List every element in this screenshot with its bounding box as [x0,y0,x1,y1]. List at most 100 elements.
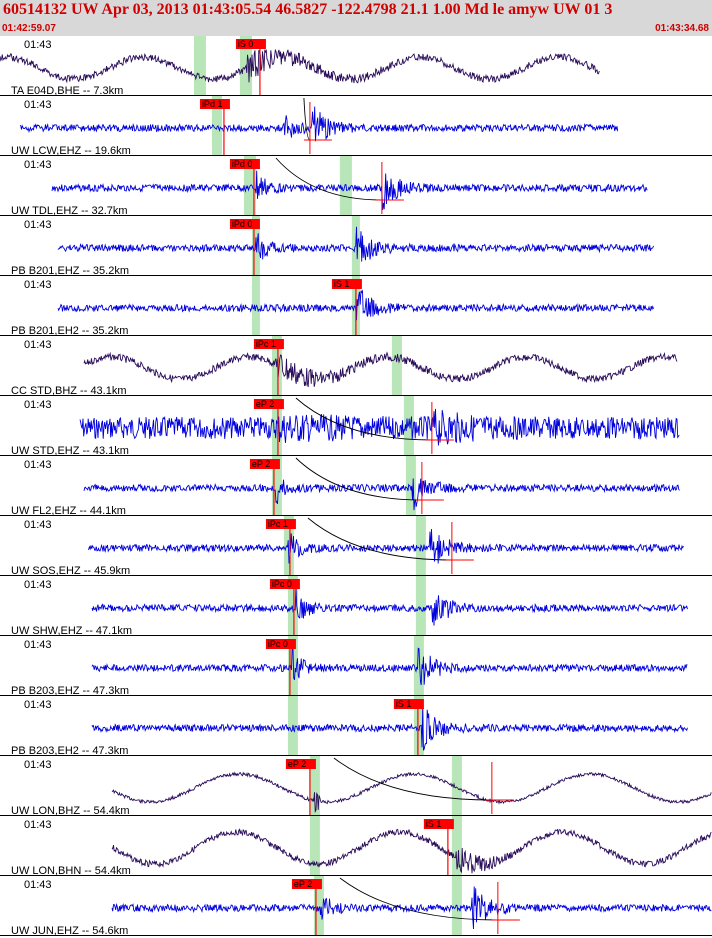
station-label: PB B203,EHZ -- 47.3km [11,685,129,697]
station-label: PB B203,EH2 -- 47.3km [11,745,128,757]
pick-flag [423,819,454,829]
waveform-line [87,528,684,564]
time-tick-label: 01:43 [24,639,52,651]
waveform-line [91,587,688,626]
time-tick-label: 01:43 [24,39,52,51]
trace-row: iS 1 01:43 PB B201,EH2 -- 35.2km [0,276,712,337]
time-tick-label: 01:43 [24,339,52,351]
pick-window [451,756,462,816]
pick-window [271,456,282,516]
pick-window [405,456,416,516]
moveout-curve [339,877,498,921]
pick-flag [253,339,284,349]
station-label: UW JUN,EHZ -- 54.6km [11,925,128,937]
pick-window [283,516,294,576]
pick-label: iPd 0 [232,159,253,169]
moveout-curve [295,457,422,501]
station-label: UW LON,BHN -- 54.4km [11,865,131,877]
trace-row: iPc 0 01:43 UW SHW,EHZ -- 47.1km [0,576,712,637]
waveform-line [19,106,619,142]
pick-flag [249,459,280,469]
pick-label: iPc 0 [268,639,288,649]
station-label: PB B201,EHZ -- 35.2km [11,265,129,277]
pick-window [193,36,206,96]
pick-flag [331,279,362,289]
pick-window [309,756,320,816]
pick-label: eP 2 [288,759,306,769]
trace-row: iS 1 01:43 PB B203,EH2 -- 47.3km [0,696,712,757]
pick-flag [253,399,284,409]
time-tick-label: 01:43 [24,879,52,891]
pick-window [287,636,298,696]
time-tick-label: 01:43 [24,99,52,111]
pick-flag [265,639,296,649]
pick-label: iPc 1 [256,339,276,349]
trace-row: iPd 0 01:43 UW TDL,EHZ -- 32.7km [0,156,712,217]
pick-window [211,96,222,156]
waveform-line [79,408,680,446]
trace-row: eP 2 01:43 UW LON,BHZ -- 54.4km [0,756,712,817]
time-tick-label: 01:43 [24,459,52,471]
pick-label: iPc 1 [268,519,288,529]
station-label: UW FL2,EHZ -- 44.1km [11,505,126,517]
pick-flag [229,219,260,229]
waveform-line [91,645,688,686]
moveout-curve [307,517,452,561]
trace-row: iPc 1 01:43 CC STD,BHZ -- 43.1km [0,336,712,397]
station-label: TA E04D,BHE -- 7.3km [11,85,123,97]
trace-row: eP 2 01:43 UW JUN,EHZ -- 54.6km [0,876,712,937]
station-label: UW SHW,EHZ -- 47.1km [11,625,132,637]
pick-window [413,636,424,696]
waveform-line [83,351,678,388]
station-label: CC STD,BHZ -- 43.1km [11,385,127,397]
pick-label: iS 0 [238,39,254,49]
pick-window [251,216,260,276]
pick-flag [285,759,316,769]
time-tick-label: 01:43 [24,579,52,591]
waveform-line [91,708,688,751]
pick-flag [269,579,300,589]
pick-window [309,816,320,876]
pick-label: eP 2 [256,399,274,409]
station-label: UW LCW,EHZ -- 19.6km [11,145,131,157]
waveform-line [111,828,712,874]
pick-flag [265,519,296,529]
pick-label: iS 1 [426,819,442,829]
pick-flag [291,879,322,889]
pick-label: iS 1 [334,279,350,289]
pick-window [415,576,426,636]
station-label: UW TDL,EHZ -- 32.7km [11,205,128,217]
pick-window [287,576,298,636]
pick-label: eP 2 [294,879,312,889]
pick-window [403,396,414,456]
moveout-curve [295,397,432,441]
trace-row: eP 2 01:43 UW STD,EHZ -- 43.1km [0,396,712,457]
time-tick-label: 01:43 [24,759,52,771]
time-tick-label: 01:43 [24,399,52,411]
pick-window [271,396,282,456]
time-tick-label: 01:43 [24,519,52,531]
event-title: 60514132 UW Apr 03, 2013 01:43:05.54 46.… [3,1,613,18]
pick-flag [199,99,230,109]
pick-flag [393,699,424,709]
pick-label: iPd 0 [232,219,253,229]
seismogram-panel: iS 0 01:43 TA E04D,BHE -- 7.3km iPd 1 01:43 U… [0,36,712,937]
waveform-line [111,886,712,930]
waveform-line [111,771,712,814]
waveform-line [83,478,680,511]
trace-row: eP 2 01:43 UW FL2,EHZ -- 44.1km [0,456,712,517]
end-time-label: 01:43:34.68 [655,23,709,34]
trace-row: iS 0 01:43 TA E04D,BHE -- 7.3km [0,36,712,97]
station-label: UW SOS,EHZ -- 45.9km [11,565,130,577]
header-bar: 60514132 UW Apr 03, 2013 01:43:05.54 46.… [0,0,712,36]
waveform-line [51,170,648,211]
station-label: UW STD,EHZ -- 43.1km [11,445,129,457]
pick-label: iPd 1 [202,99,223,109]
pick-flag [229,159,260,169]
start-time-label: 01:42:59.07 [2,23,56,34]
trace-row: iPd 0 01:43 PB B201,EHZ -- 35.2km [0,216,712,277]
moveout-curve [333,757,492,801]
pick-flag [235,39,266,49]
pick-label: iS 1 [396,699,412,709]
waveform-line [0,48,600,84]
